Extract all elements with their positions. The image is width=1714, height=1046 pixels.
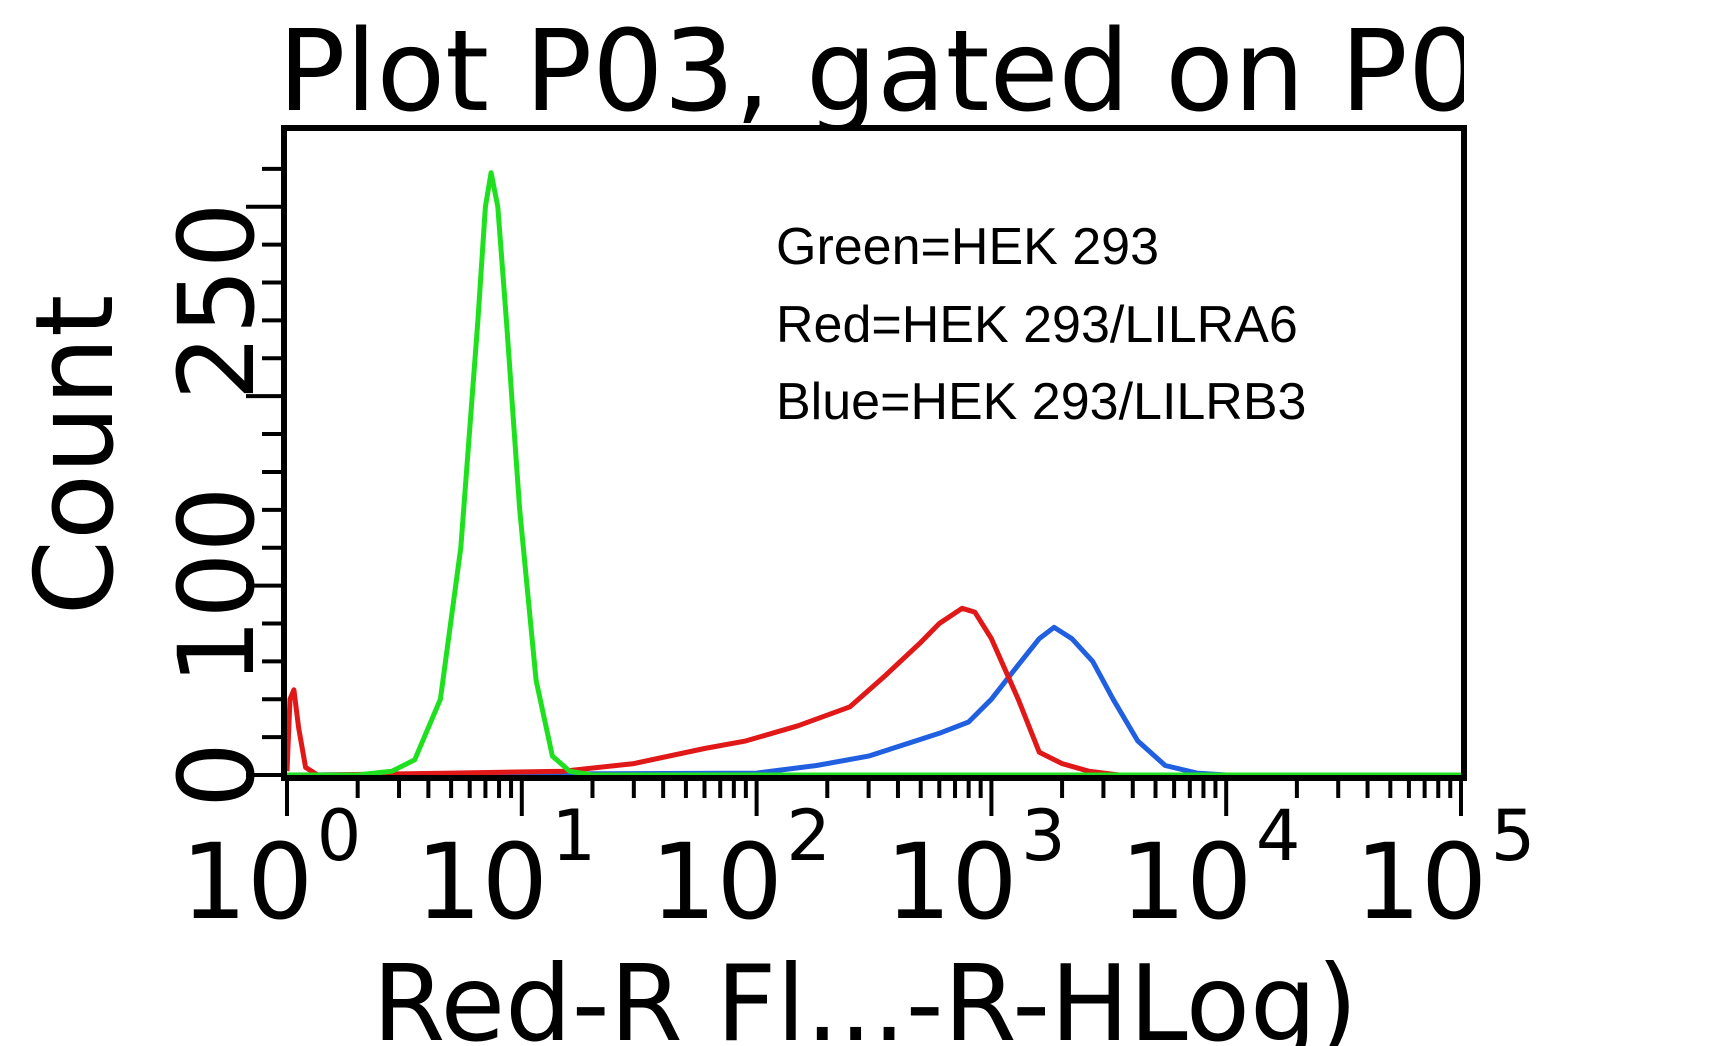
plot-area bbox=[284, 170, 1461, 778]
x-tick-labels: 10 0 10 1 10 2 10 3 10 4 10 5 bbox=[181, 795, 1535, 943]
x-tick-label-exponent: 0 bbox=[317, 795, 362, 877]
x-tick-label: 10 bbox=[1355, 821, 1487, 943]
x-tick-label-exponent: 1 bbox=[552, 795, 597, 877]
legend: Green=HEK 293 Red=HEK 293/LILRA6 Blue=HE… bbox=[776, 218, 1306, 431]
x-tick-label: 10 bbox=[885, 821, 1017, 943]
y-axis-label: Count bbox=[13, 295, 138, 616]
y-tick-labels: 0 100 250 bbox=[156, 202, 278, 808]
x-tick-label: 10 bbox=[1120, 821, 1252, 943]
x-axis-label: Red-R Fl...-R-HLog) bbox=[372, 943, 1357, 1046]
x-tick-label-exponent: 2 bbox=[786, 795, 831, 877]
y-tick-label: 100 bbox=[156, 486, 278, 685]
x-tick-label: 10 bbox=[181, 821, 313, 943]
chart-title: Plot P03, gated on P0 bbox=[278, 7, 1479, 137]
legend-item-red: Red=HEK 293/LILRA6 bbox=[776, 296, 1298, 354]
x-tick-label: 10 bbox=[416, 821, 548, 943]
series-line-2 bbox=[287, 170, 1461, 778]
x-axis bbox=[285, 778, 1463, 816]
x-tick-label-exponent: 4 bbox=[1256, 795, 1301, 877]
x-tick-label: 10 bbox=[650, 821, 782, 943]
series-line-0 bbox=[286, 624, 1461, 778]
y-tick-label: 0 bbox=[156, 742, 278, 808]
y-tick-label: 250 bbox=[156, 202, 278, 401]
x-tick-label-exponent: 5 bbox=[1491, 795, 1536, 877]
legend-item-green: Green=HEK 293 bbox=[776, 218, 1159, 276]
legend-item-blue: Blue=HEK 293/LILRB3 bbox=[776, 373, 1306, 431]
y-axis bbox=[246, 166, 284, 777]
x-tick-label-exponent: 3 bbox=[1021, 795, 1066, 877]
plot-frame bbox=[281, 125, 1467, 781]
series-line-1 bbox=[284, 605, 1461, 778]
